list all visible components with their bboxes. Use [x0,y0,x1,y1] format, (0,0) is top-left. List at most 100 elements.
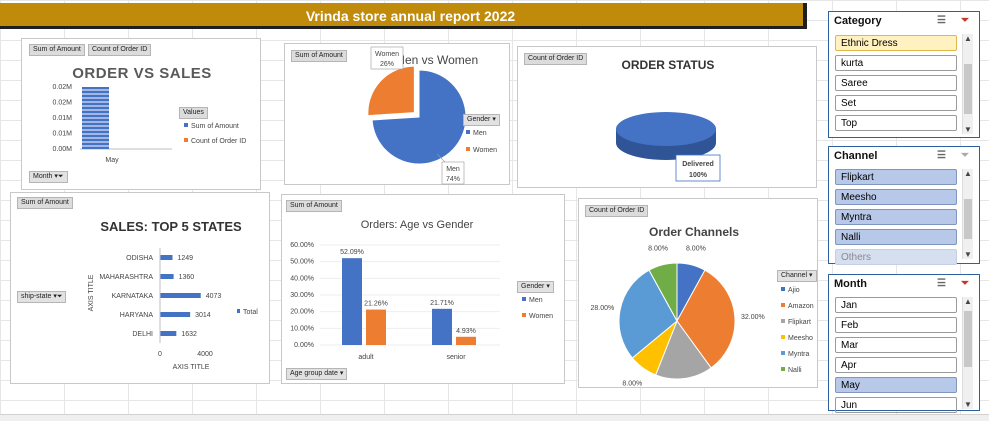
slicer-item-saree[interactable]: Saree [835,75,957,91]
x-axis-title: AXIS TITLE [173,364,210,371]
data-label: 28.00% [590,305,614,312]
scroll-up-icon[interactable]: ▲ [964,34,972,43]
slicer-title: Channel [834,150,878,162]
scroll-thumb[interactable] [964,199,972,239]
chevron-down-icon: ▾ [339,370,344,377]
slicer-item-feb[interactable]: Feb [835,317,957,333]
bar-value-label: 52.09% [340,249,364,256]
order-channels-chart[interactable]: Count of Order ID Order Channels 8.00% 32… [578,198,818,388]
legend-swatch [781,367,785,371]
order-status-pie: Delivered 100% [616,112,721,182]
filter-icon: ▾⏷ [53,293,63,300]
clear-filter-icon[interactable]: ⏷ [961,150,969,161]
sheet-tab-bar[interactable] [0,414,989,421]
slicer-item-myntra[interactable]: Myntra [835,209,957,225]
pivot-field-count-of-order-id[interactable]: Count of Order ID [88,44,152,56]
clear-filter-icon[interactable]: ⏷ [961,15,969,26]
x-tick-label: 0 [158,351,162,358]
category-slicer[interactable]: Category ☰ ⏷ Ethnic Dress kurta Saree Set To… [828,11,980,138]
pivot-field-sum-of-amount[interactable]: Sum of Amount [29,44,85,56]
gender-filter-label: Gender [521,283,545,290]
legend-swatch [184,123,188,127]
slicer-item-apr[interactable]: Apr [835,357,957,373]
scroll-down-icon[interactable]: ▼ [964,250,972,259]
y-tick-label: 0.02M [53,84,73,91]
filter-icon: ▾⏷ [54,173,64,180]
data-label-box [675,154,721,182]
state-label: ODISHA [126,255,153,262]
slicer-item-kurta[interactable]: kurta [835,55,957,71]
order-vs-sales-chart[interactable]: Sum of Amount Count of Order ID ORDER VS… [21,38,261,190]
y-tick-label: 20.00% [290,309,314,316]
men-vs-women-chart[interactable]: Sum of Amount Men vs Women Women 26% Men 74… [284,43,510,185]
scroll-thumb[interactable] [964,64,972,114]
slicer-item-jun[interactable]: Jun [835,397,957,413]
slicer-title: Category [834,15,882,27]
clear-filter-icon[interactable]: ⏷ [961,278,969,289]
scroll-up-icon[interactable]: ▲ [964,297,972,306]
scroll-down-icon[interactable]: ▼ [964,125,972,134]
top-states-chart[interactable]: Sum of Amount SALES: TOP 5 STATES ODISHA… [10,192,270,384]
ship-state-filter-button[interactable]: ship-state ▾⏷ [17,291,67,303]
age-group-filter-button[interactable]: Age group date ▾ [286,368,348,380]
slicer-item-set[interactable]: Set [835,95,957,111]
legend-label: Amazon [788,303,814,310]
multi-select-icon[interactable]: ☰ [937,278,946,289]
slicer-item-ethnic-dress[interactable]: Ethnic Dress [835,35,957,51]
slicer-title: Month [834,278,867,290]
pivot-field-count-of-order-id[interactable]: Count of Order ID [524,53,588,65]
slicer-item-top[interactable]: Top [835,115,957,131]
leader-line [436,153,446,163]
y-tick-label: 60.00% [290,242,314,249]
pivot-field-count-of-order-id[interactable]: Count of Order ID [585,205,649,217]
slicer-item-meesho[interactable]: Meesho [835,189,957,205]
scroll-down-icon[interactable]: ▼ [964,400,972,409]
data-label: 8.00% [622,380,642,387]
slicer-scrollbar[interactable]: ▲ ▼ [962,169,973,259]
multi-select-icon[interactable]: ☰ [937,150,946,161]
slicer-item-flipkart[interactable]: Flipkart [835,169,957,185]
bar-value-label: 4073 [206,293,222,300]
slicer-item-nalli[interactable]: Nalli [835,229,957,245]
y-tick-label: 0.00% [294,342,314,349]
slicer-scrollbar[interactable]: ▲ ▼ [962,34,973,134]
state-label: DELHI [132,331,153,338]
gender-filter-button[interactable]: Gender ▾ [463,114,500,126]
scroll-thumb[interactable] [964,311,972,367]
slicer-scrollbar[interactable]: ▲ ▼ [962,297,973,409]
state-label: KARNATAKA [112,293,154,300]
legend-swatch [237,309,240,313]
legend-swatch [522,297,526,301]
bar-value-label: 1360 [179,274,195,281]
month-slicer[interactable]: Month ☰ ⏷ Jan Feb Mar Apr May Jun ▲ ▼ [828,274,980,413]
y-tick-label: 0.02M [53,100,73,107]
state-label: MAHARASHTRA [99,274,153,281]
pie-slice-men [371,69,467,165]
pivot-field-sum-of-amount[interactable]: Sum of Amount [17,197,73,209]
state-label: HARYANA [120,312,154,319]
pivot-legend-values[interactable]: Values [179,107,208,119]
bar-value-label: 21.26% [364,301,388,308]
pivot-field-sum-of-amount[interactable]: Sum of Amount [291,50,347,62]
pivot-field-sum-of-amount[interactable]: Sum of Amount [286,200,342,212]
x-category-label: senior [446,354,466,361]
chart-title: Men vs Women [395,53,479,67]
slicer-item-may[interactable]: May [835,377,957,393]
month-filter-button[interactable]: Month ▾⏷ [29,171,68,183]
channel-slicer[interactable]: Channel ☰ ⏷ Flipkart Meesho Myntra Nalli Oth… [828,146,980,265]
pie-slice-delivered [616,112,716,146]
age-gender-chart[interactable]: Sum of Amount Orders: Age vs Gender 60.0… [281,194,565,384]
scroll-up-icon[interactable]: ▲ [964,169,972,178]
legend-label: Flipkart [788,319,811,326]
legend-label: Men [529,297,543,304]
order-status-chart[interactable]: Count of Order ID ORDER STATUS Delivered… [517,46,817,188]
bar-women-adult [366,309,386,345]
slicer-item-mar[interactable]: Mar [835,337,957,353]
multi-select-icon[interactable]: ☰ [937,15,946,26]
slicer-header: Category ☰ ⏷ [829,12,979,34]
slicer-item-jan[interactable]: Jan [835,297,957,313]
gender-filter-button[interactable]: Gender ▾ [517,281,554,293]
legend-label: Men [473,130,487,137]
channel-filter-button[interactable]: Channel ▾ [777,270,817,282]
slicer-item-others[interactable]: Others [835,249,957,265]
